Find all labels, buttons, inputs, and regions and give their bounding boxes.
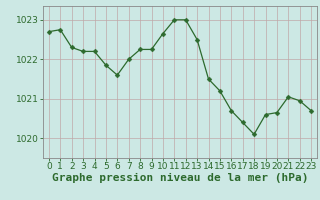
X-axis label: Graphe pression niveau de la mer (hPa): Graphe pression niveau de la mer (hPa) [52,173,308,183]
